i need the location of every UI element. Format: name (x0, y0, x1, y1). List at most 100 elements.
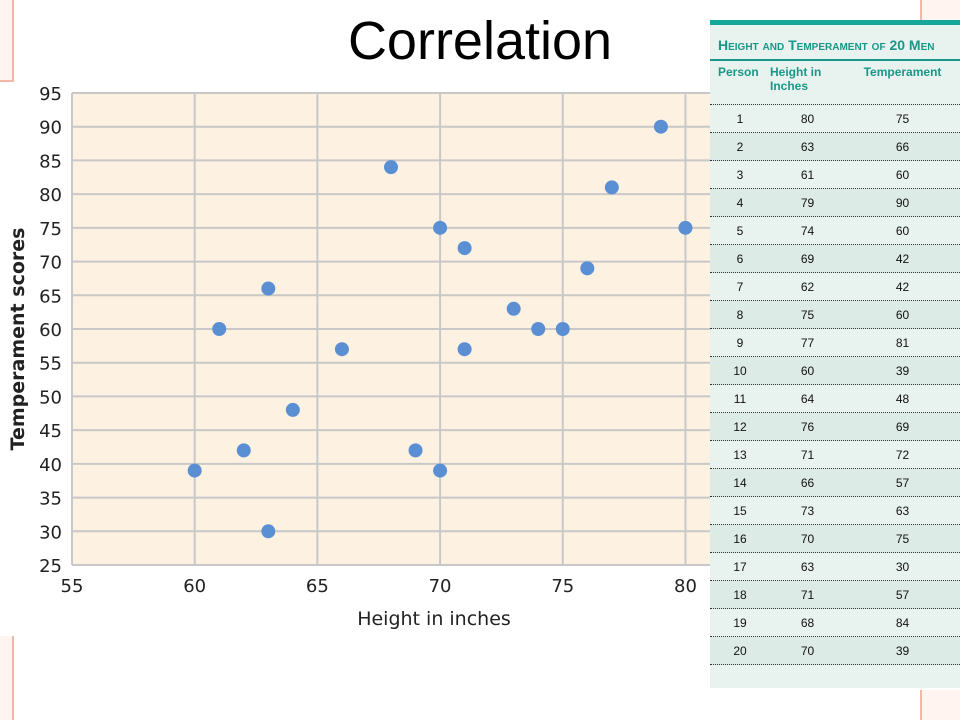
x-tick-label: 70 (429, 576, 452, 597)
table-row: 4 79 90 (710, 189, 960, 217)
data-point (334, 342, 349, 357)
table-cell-person: 10 (733, 364, 747, 378)
table-cell-temperament: 75 (895, 112, 910, 126)
x-tick-label: 80 (674, 576, 697, 597)
table-cell-height: 63 (800, 560, 815, 574)
table-row: 3 61 60 (710, 161, 960, 189)
data-point (457, 342, 472, 357)
y-tick-label: 60 (39, 320, 62, 341)
data-point (555, 322, 570, 336)
y-tick-label: 35 (39, 489, 62, 510)
table-cell-person: 11 (733, 392, 747, 406)
table-cell-temperament: 39 (895, 364, 910, 378)
table-cell-temperament: 90 (895, 196, 910, 210)
table-cell-height: 71 (800, 448, 815, 462)
data-point (433, 463, 448, 478)
table-row: 16 70 75 (710, 525, 960, 553)
table-row: 1 80 75 (710, 105, 960, 133)
table-cell-person: 5 (736, 224, 744, 238)
x-tick-label: 65 (306, 576, 329, 597)
table-row: 18 71 57 (710, 581, 960, 609)
y-tick-label: 95 (39, 84, 62, 105)
table-cell-person: 17 (733, 560, 747, 574)
data-point (531, 322, 546, 336)
table-title: Height and Temperament of 20 Men (710, 25, 960, 61)
table-cell-height: 68 (800, 616, 815, 630)
table-cell-person: 12 (733, 420, 747, 434)
table-row: 5 74 60 (710, 217, 960, 245)
table-cell-temperament: 63 (895, 504, 910, 518)
slide-decoration-right-top (920, 0, 960, 22)
table-cell-height: 70 (800, 644, 815, 658)
y-tick-label: 75 (39, 219, 62, 240)
data-point (653, 119, 668, 134)
data-point (506, 301, 521, 316)
data-point (457, 241, 472, 256)
table-cell-temperament: 48 (895, 392, 910, 406)
x-tick-label: 75 (551, 576, 574, 597)
slide-decoration-right-bottom (920, 690, 960, 720)
data-point (604, 180, 619, 195)
x-tick-label: 60 (183, 576, 206, 597)
table-row: 11 64 48 (710, 385, 960, 413)
data-point (285, 402, 300, 417)
header-height: Height in Inches (770, 65, 822, 93)
table-cell-person: 4 (736, 196, 744, 210)
table-cell-person: 1 (736, 112, 744, 126)
header-temperament: Temperament (863, 65, 942, 79)
header-person: Person (718, 65, 759, 79)
table-row: 2 63 66 (710, 133, 960, 161)
table-cell-person: 2 (736, 140, 744, 154)
table-cell-person: 6 (736, 252, 744, 266)
table-cell-height: 74 (800, 224, 815, 238)
table-cell-person: 8 (736, 308, 744, 322)
data-point (261, 281, 276, 296)
slide-decoration-left-top (0, 0, 14, 82)
table-cell-height: 77 (800, 336, 815, 350)
data-point (433, 220, 448, 235)
table-cell-person: 9 (736, 336, 744, 350)
data-point (187, 463, 202, 478)
y-tick-label: 50 (39, 387, 62, 408)
data-table: Height and Temperament of 20 Men Person … (710, 20, 960, 688)
table-cell-temperament: 60 (895, 308, 910, 322)
table-cell-height: 69 (800, 252, 815, 266)
table-body: 1 80 75 2 63 66 3 61 60 4 79 90 5 74 60 6 69 42 7 62 42 8 75 60… (710, 105, 960, 665)
y-tick-label: 80 (39, 185, 62, 206)
table-cell-temperament: 42 (895, 252, 910, 266)
table-cell-height: 71 (800, 588, 815, 602)
y-axis-label: Temperament scores (7, 228, 29, 451)
table-cell-temperament: 66 (895, 140, 910, 154)
y-tick-label: 65 (39, 286, 62, 307)
x-tick-label: 55 (61, 576, 84, 597)
table-row: 6 69 42 (710, 245, 960, 273)
table-row: 7 62 42 (710, 273, 960, 301)
table-cell-person: 7 (736, 280, 744, 294)
table-row: 19 68 84 (710, 609, 960, 637)
table-cell-temperament: 84 (895, 616, 910, 630)
table-cell-temperament: 57 (895, 588, 910, 602)
y-tick-label: 30 (39, 522, 62, 543)
table-cell-height: 64 (800, 392, 815, 406)
table-cell-temperament: 39 (895, 644, 910, 658)
y-tick-label: 40 (39, 455, 62, 476)
table-row: 12 76 69 (710, 413, 960, 441)
table-cell-person: 16 (733, 532, 747, 546)
table-cell-temperament: 69 (895, 420, 910, 434)
table-cell-height: 60 (800, 364, 815, 378)
y-tick-label: 45 (39, 421, 62, 442)
data-point (236, 443, 251, 458)
table-cell-height: 63 (800, 140, 815, 154)
table-cell-person: 3 (736, 168, 744, 182)
data-point (261, 524, 276, 539)
table-cell-height: 73 (800, 504, 815, 518)
y-tick-label: 25 (39, 556, 62, 577)
table-cell-height: 76 (800, 420, 815, 434)
table-row: 14 66 57 (710, 469, 960, 497)
table-cell-height: 80 (800, 112, 815, 126)
table-cell-temperament: 75 (895, 532, 910, 546)
table-cell-height: 70 (800, 532, 815, 546)
table-header: Person Height in Inches Temperament (710, 61, 960, 105)
table-cell-person: 18 (733, 588, 747, 602)
table-row: 9 77 81 (710, 329, 960, 357)
